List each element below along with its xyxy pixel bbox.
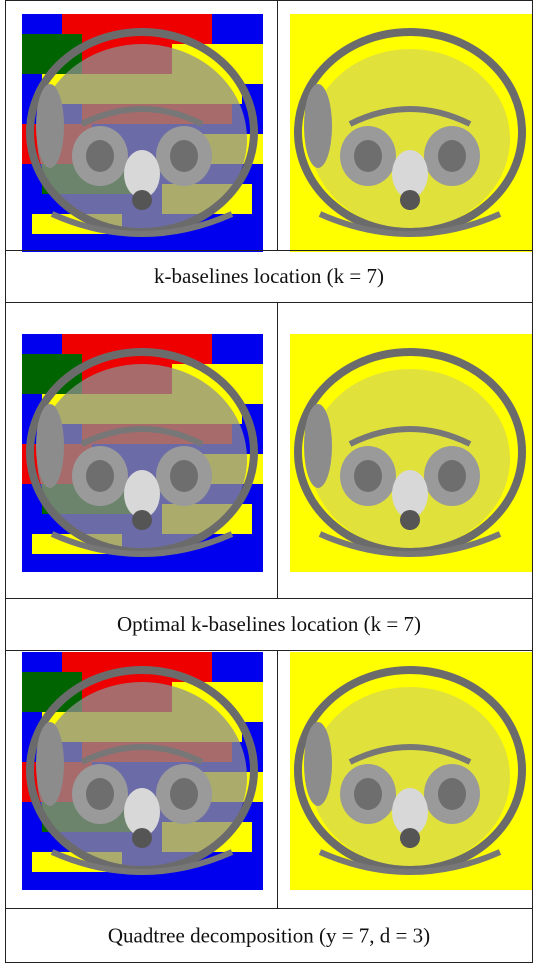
binary-image (290, 334, 532, 572)
segmentation-image (22, 652, 263, 890)
binary-image (290, 652, 532, 890)
caption: k-baselines location (k = 7) (154, 264, 384, 288)
caption: Quadtree decomposition (y = 7, d = 3) (108, 923, 430, 947)
segmentation-image (22, 14, 263, 252)
binary-image (290, 14, 532, 252)
segmentation-image (22, 334, 263, 572)
figure: k-baselines location (k = 7) Optimal k-ba… (0, 0, 539, 963)
caption: Optimal k-baselines location (k = 7) (117, 612, 421, 636)
table-rows: k-baselines location (k = 7) Optimal k-ba… (5, 0, 533, 947)
